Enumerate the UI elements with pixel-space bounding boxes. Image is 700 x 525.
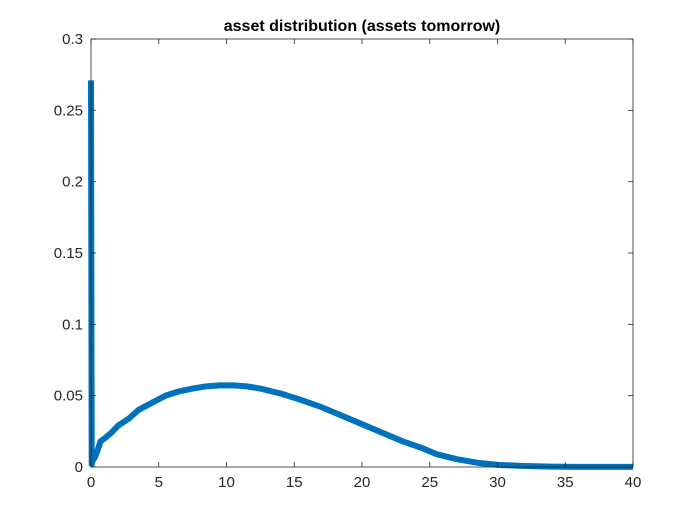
x-tick-label: 10	[218, 474, 235, 491]
x-tick-label: 30	[489, 474, 506, 491]
x-tick-label: 25	[421, 474, 438, 491]
y-tick-label: 0.15	[54, 245, 83, 262]
x-tick-label: 20	[354, 474, 371, 491]
chart-title: asset distribution (assets tomorrow)	[224, 18, 501, 35]
y-tick-label: 0	[75, 459, 83, 476]
y-tick-label: 0.1	[62, 316, 83, 333]
x-tick-label: 15	[286, 474, 303, 491]
x-tick-label: 5	[155, 474, 163, 491]
y-tick-label: 0.25	[54, 102, 83, 119]
y-tick-label: 0.2	[62, 174, 83, 191]
y-tick-label: 0.05	[54, 388, 83, 405]
y-tick-label: 0.3	[62, 31, 83, 48]
x-tick-label: 0	[87, 474, 95, 491]
x-tick-label: 35	[557, 474, 574, 491]
plot-area	[91, 39, 633, 467]
series-layer	[88, 80, 633, 470]
x-tick-label: 40	[625, 474, 642, 491]
series-line	[88, 80, 633, 470]
tick-layer: 0 5 10 15 20 25 30 35 40 0 0.05 0.1 0.15 0.2 0.25 0.3	[54, 31, 642, 491]
